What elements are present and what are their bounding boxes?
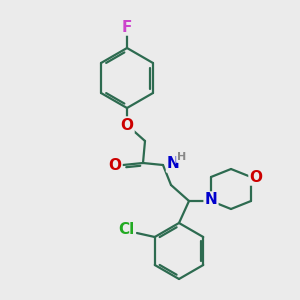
Text: O: O	[109, 158, 122, 172]
Text: O: O	[250, 169, 262, 184]
Text: N: N	[167, 157, 180, 172]
Text: O: O	[121, 118, 134, 133]
Text: H: H	[177, 152, 186, 162]
Text: N: N	[205, 193, 218, 208]
Text: F: F	[122, 20, 132, 34]
Text: Cl: Cl	[118, 221, 135, 236]
